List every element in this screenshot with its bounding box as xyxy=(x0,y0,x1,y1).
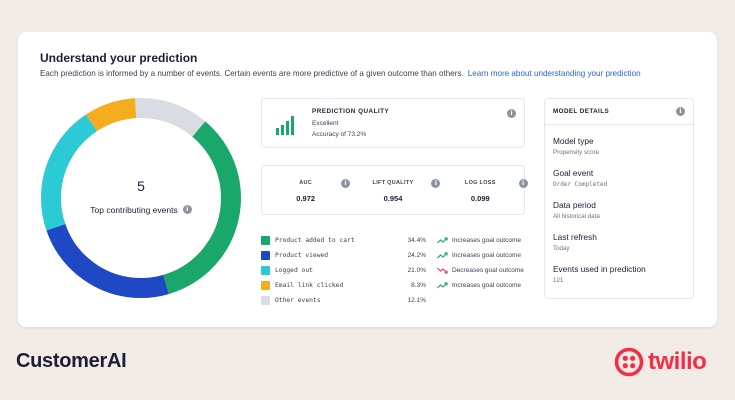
donut-center: 5 Top contributing events i xyxy=(36,93,246,303)
detail-label: Events used in prediction xyxy=(553,264,646,274)
event-name: Other events xyxy=(275,297,321,304)
event-name: Logged out xyxy=(275,267,313,274)
legend-swatch xyxy=(261,266,270,275)
donut-slice-other-events[interactable] xyxy=(41,98,241,298)
trend-down-icon xyxy=(437,267,448,274)
quality-rating: Excellent xyxy=(312,120,339,127)
metric-label: LIFT QUALITY xyxy=(372,180,414,186)
event-percent: 8.3% xyxy=(411,282,426,289)
quality-accuracy: Accuracy of 73.2% xyxy=(312,131,367,138)
detail-model-type: Model type Propensity score xyxy=(553,136,599,156)
metric-label: AUC xyxy=(299,180,313,186)
top-events-label-text: Top contributing events xyxy=(90,204,178,215)
trend-up-icon xyxy=(437,237,448,244)
bar-chart-icon xyxy=(276,116,294,135)
event-outcome: Increases goal outcome xyxy=(452,237,522,244)
metric-lift-quality: LIFT QUALITY i 0.954 xyxy=(349,166,441,214)
events-legend: Product added to cart 34.4% Increases goal… xyxy=(261,233,531,308)
detail-goal-event: Goal event Order Completed xyxy=(553,168,607,188)
info-icon[interactable]: i xyxy=(507,109,516,118)
event-percent: 12.1% xyxy=(407,297,426,304)
quality-title: PREDICTION QUALITY xyxy=(312,108,390,115)
metric-value: 0.099 xyxy=(470,194,490,203)
detail-value: Order Completed xyxy=(553,181,608,188)
legend-row: Product added to cart 34.4% Increases goal… xyxy=(261,233,531,248)
model-details-title: MODEL DETAILS xyxy=(553,108,610,115)
donut-slice-product-viewed[interactable] xyxy=(41,98,241,298)
model-details-header: MODEL DETAILS i xyxy=(545,99,693,125)
subtitle-text: Each prediction is informed by a number … xyxy=(40,69,464,78)
legend-row: Logged out 21.0% Decreases goal outcome xyxy=(261,263,531,278)
top-events-count: 5 xyxy=(137,177,145,194)
event-outcome: Increases goal outcome xyxy=(452,282,522,289)
event-percent: 21.0% xyxy=(407,267,426,274)
info-icon[interactable]: i xyxy=(676,107,685,116)
model-details-panel: MODEL DETAILS i Model type Propensity sc… xyxy=(544,98,694,299)
top-events-label: Top contributing events i xyxy=(90,204,192,215)
legend-swatch xyxy=(261,296,270,305)
metric-value: 0.954 xyxy=(383,194,403,203)
legend-swatch xyxy=(261,251,270,260)
event-name: Product added to cart xyxy=(275,237,355,244)
event-percent: 34.4% xyxy=(407,237,426,244)
legend-row: Product viewed 24.2% Increases goal outcom… xyxy=(261,248,531,263)
page-title: Understand your prediction xyxy=(40,51,198,65)
trend-up-icon xyxy=(437,282,448,289)
donut-slice-logged-out[interactable] xyxy=(41,98,241,298)
prediction-quality-panel: PREDICTION QUALITY Excellent Accuracy of… xyxy=(261,98,525,148)
metric-label: LOG LOSS xyxy=(464,180,496,186)
info-icon[interactable]: i xyxy=(182,205,192,214)
twilio-wordmark: twilio xyxy=(648,348,707,375)
metrics-panel: AUC i 0.972 LIFT QUALITY i 0.954 LOG LOS… xyxy=(261,165,528,215)
detail-events-used: Events used in prediction 121 xyxy=(553,264,646,284)
legend-swatch xyxy=(261,281,270,290)
info-icon[interactable]: i xyxy=(518,179,528,188)
customerai-logo: CustomerAI xyxy=(16,350,127,372)
detail-label: Model type xyxy=(553,136,594,146)
event-name: Product viewed xyxy=(275,252,329,259)
detail-value: Propensity score xyxy=(553,149,600,156)
legend-row: Other events 12.1% xyxy=(261,293,531,308)
detail-value: All historical data xyxy=(553,213,600,220)
donut-slice-product-added-to-cart[interactable] xyxy=(41,98,241,298)
legend-row: Email link clicked 8.3% Increases goal out… xyxy=(261,278,531,293)
metric-log-loss: LOG LOSS i 0.099 xyxy=(437,166,528,214)
twilio-mark-icon xyxy=(614,347,644,377)
legend-swatch xyxy=(261,236,270,245)
trend-up-icon xyxy=(437,252,448,259)
event-outcome: Increases goal outcome xyxy=(452,252,522,259)
detail-value: Today xyxy=(553,245,570,252)
detail-label: Last refresh xyxy=(553,232,597,242)
detail-last-refresh: Last refresh Today xyxy=(553,232,597,252)
events-donut-chart xyxy=(41,98,241,298)
detail-data-period: Data period All historical data xyxy=(553,200,600,220)
prediction-card: Understand your prediction Each predicti… xyxy=(18,32,717,327)
metric-auc: AUC i 0.972 xyxy=(262,166,350,214)
detail-label: Data period xyxy=(553,200,596,210)
event-percent: 24.2% xyxy=(407,252,426,259)
event-outcome: Decreases goal outcome xyxy=(452,267,524,274)
info-icon[interactable]: i xyxy=(341,179,350,188)
detail-value: 121 xyxy=(553,277,564,284)
learn-more-link[interactable]: Learn more about understanding your pred… xyxy=(467,69,641,78)
metric-value: 0.972 xyxy=(296,194,316,203)
info-icon[interactable]: i xyxy=(431,179,441,188)
detail-label: Goal event xyxy=(553,168,594,178)
event-name: Email link clicked xyxy=(275,282,344,289)
twilio-logo: twilio xyxy=(614,347,707,377)
page-subtitle: Each prediction is informed by a number … xyxy=(40,69,641,78)
